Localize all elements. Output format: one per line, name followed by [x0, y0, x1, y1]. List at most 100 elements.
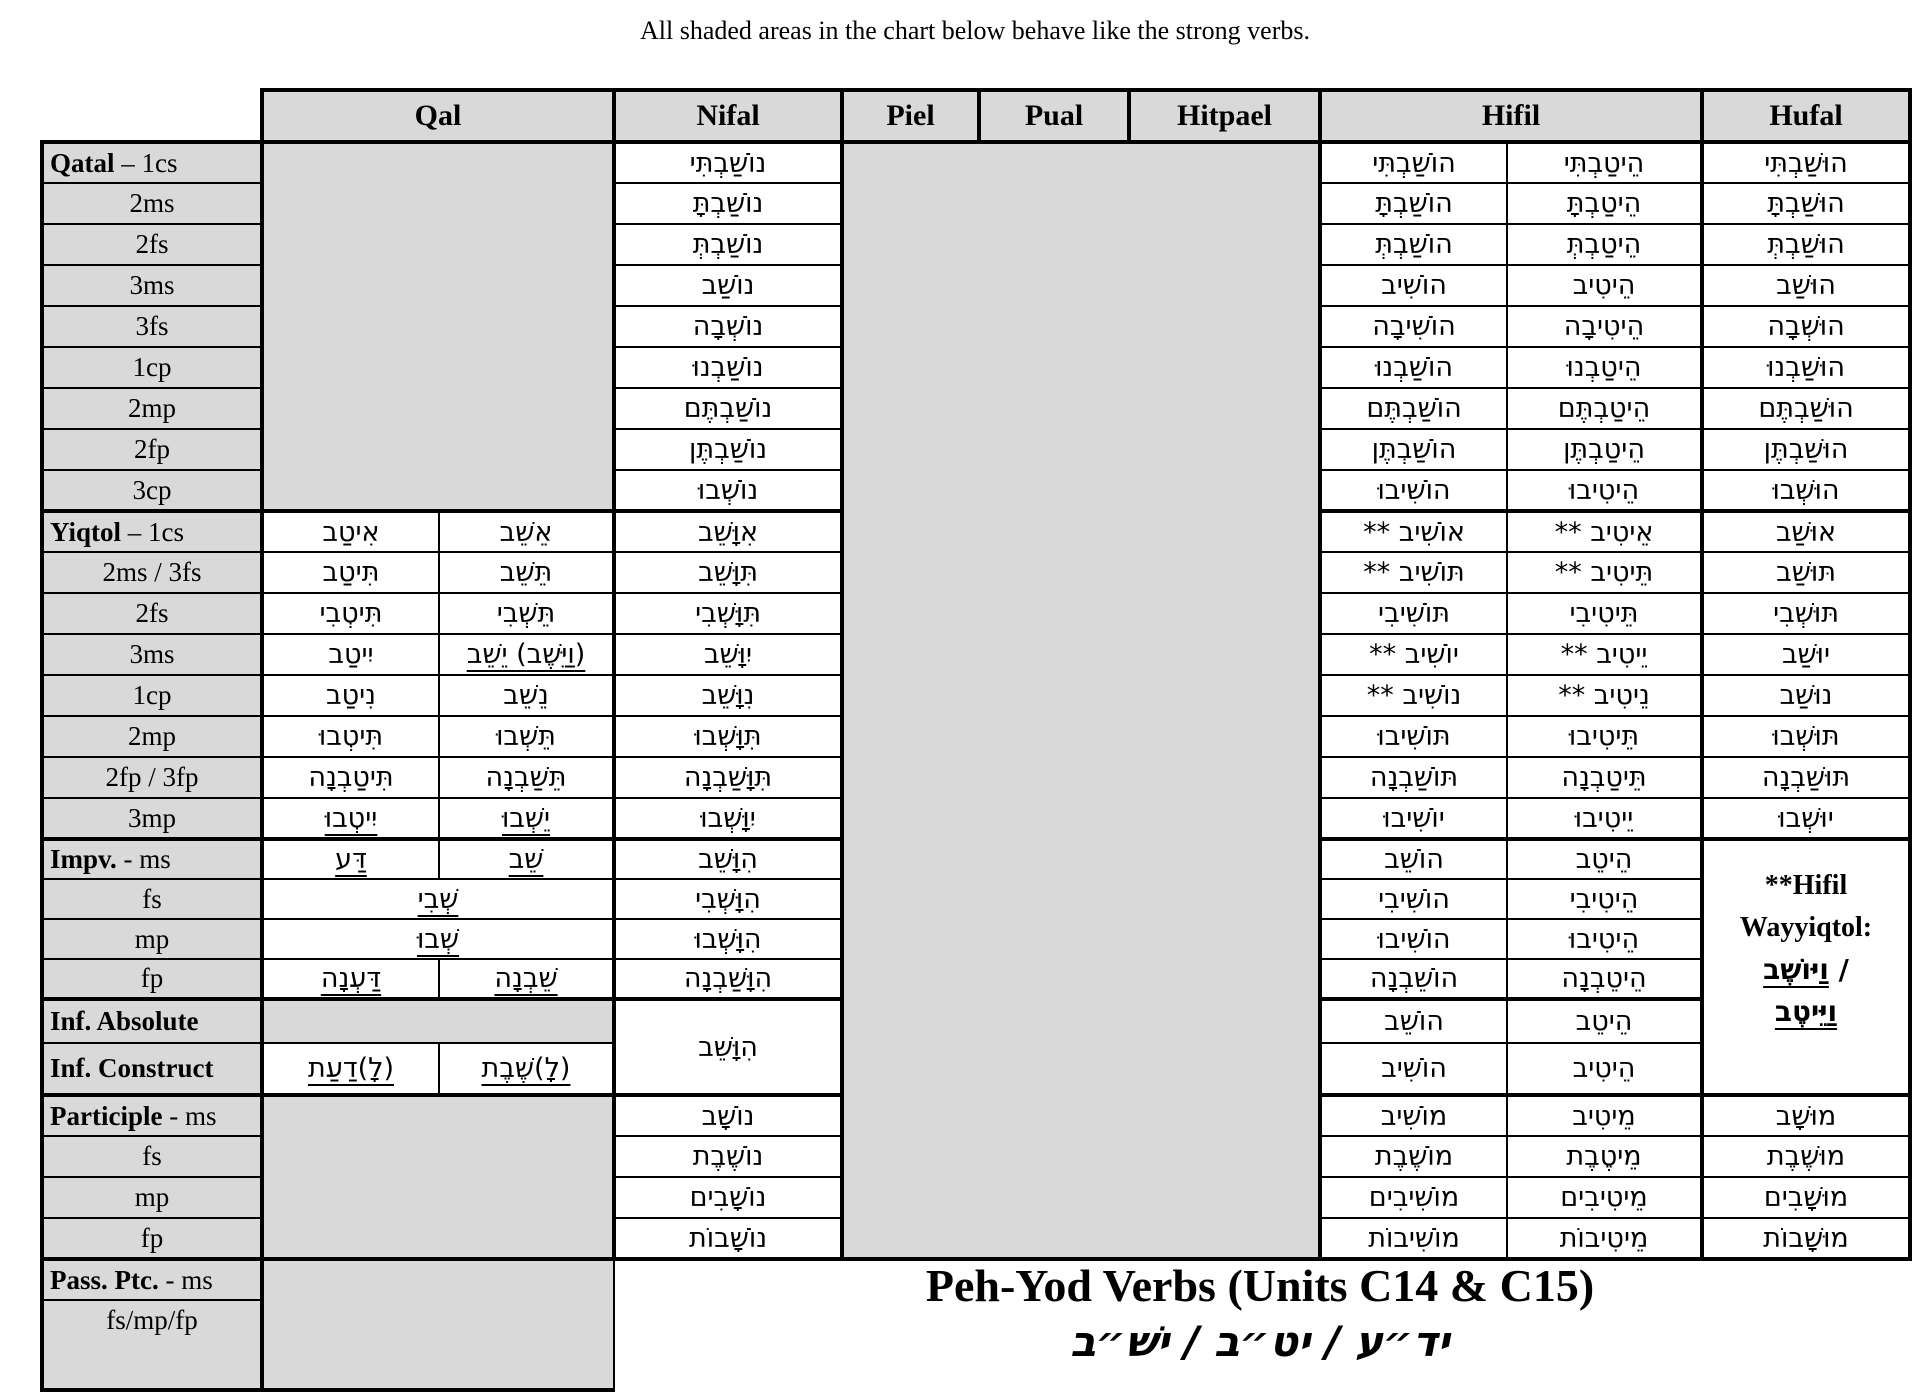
- cell-nifal-yiqtol-6: תִּוָּשַׁבְנָה: [612, 756, 844, 799]
- label-part: fp: [140, 1222, 164, 1253]
- root-separator: /: [1310, 1316, 1355, 1366]
- cell-hifil-b-qatal-8: הֵיטִיבוּ: [1506, 469, 1704, 512]
- cell-hifil-a-qatal-3: הוֹשִׁיב: [1318, 264, 1509, 307]
- lbl-impv-mp: mp: [40, 918, 263, 960]
- label-part: fp: [140, 963, 164, 993]
- cell-hufal-ptc-0: מוּשָׁב: [1700, 1093, 1913, 1137]
- label-part: - ms: [162, 1100, 217, 1131]
- cell-hifil-a-yiqtol-7: יוֹשִׁיבוּ: [1318, 797, 1509, 840]
- cell-nifal-qatal-0: נוֹשַׁבְתִּי: [612, 140, 844, 184]
- cell-hufal-yiqtol-7: יוּשְׁבוּ: [1700, 797, 1913, 840]
- piel-pual-hitpael-shaded: [840, 140, 1322, 1261]
- cell-hifil-b-qatal-1: הֵיטַבְתָּ: [1506, 182, 1704, 225]
- cell-hifil-b-yiqtol-7: יֵיטִיבוּ: [1506, 797, 1704, 840]
- label-part: 1cp: [132, 352, 172, 382]
- cell-hufal-yiqtol-1: תּוּשַׁב: [1700, 551, 1913, 594]
- cell-hifil-a-qatal-7: הוֹשַׁבְתֶּן: [1318, 428, 1509, 471]
- lbl-inf-construct: Inf. Construct: [40, 1042, 263, 1096]
- cell-hufal-qatal-4: הוּשְׁבָה: [1700, 305, 1913, 348]
- cell-hifil-a-inf-con: הוֹשִׁיב: [1318, 1042, 1509, 1096]
- lbl-qatal-3fs: 3fs: [40, 305, 263, 348]
- label-part: 2fp / 3fp: [105, 762, 199, 792]
- cell-nifal-qatal-5: נוֹשַׁבְנוּ: [612, 346, 844, 389]
- cell-nifal-ptc-0: נוֹשָׁב: [612, 1093, 844, 1137]
- cell-hufal-yiqtol-5: תּוּשְׁבוּ: [1700, 715, 1913, 758]
- label-part: – 1cs: [114, 147, 178, 178]
- label-part: fs: [142, 1141, 162, 1171]
- cell-hifil-a-yiqtol-5: תּוֹשִׁיבוּ: [1318, 715, 1509, 758]
- cell-hifil-a-qatal-8: הוֹשִׁיבוּ: [1318, 469, 1509, 512]
- cell-nifal-qatal-3: נוֹשַׁב: [612, 264, 844, 307]
- label-part: 2mp: [127, 721, 176, 751]
- note-line3: וַיּוֹשֶׁב /: [1706, 949, 1906, 991]
- label-part: 1cp: [132, 680, 172, 710]
- cell-nifal-ptc-1: נוֹשֶׁבֶת: [612, 1135, 844, 1178]
- cell-qal-b-yiqtol-4: נֵשֵׁב: [437, 674, 616, 717]
- cell-hifil-a-ptc-3: מוֹשִׁיבוֹת: [1318, 1217, 1509, 1261]
- label-part: 2mp: [127, 393, 176, 423]
- cell-hifil-a-qatal-0: הוֹשַׁבְתִּי: [1318, 140, 1509, 184]
- cell-nifal-impv-1: הִוָּשְׁבִי: [612, 878, 844, 920]
- label-part: mp: [134, 1182, 170, 1212]
- cell-nifal-qatal-4: נוֹשְׁבָה: [612, 305, 844, 348]
- cell-hifil-a-ptc-1: מוֹשֶׁבֶת: [1318, 1135, 1509, 1178]
- lbl-ptc-ms: Participle - ms: [40, 1093, 263, 1137]
- cell-qal-b-yiqtol-7: יֵשְׁבוּ: [437, 797, 616, 840]
- cell-hifil-a-impv-2: הוֹשִׁיבוּ: [1318, 918, 1509, 960]
- cell-hufal-qatal-1: הוּשַׁבְתָּ: [1700, 182, 1913, 225]
- cell-hifil-b-ptc-3: מֵיטִיבוֹת: [1506, 1217, 1704, 1261]
- cell-qal-a-yiqtol-3: יִיטַב: [260, 633, 440, 676]
- cell-nifal-yiqtol-4: נִוָּשֵׁב: [612, 674, 844, 717]
- cell-qal-b-yiqtol-2: תֵּשְׁבִי: [437, 592, 616, 635]
- cell-nifal-qatal-7: נוֹשַׁבְתֶּן: [612, 428, 844, 471]
- cell-hifil-b-yiqtol-2: תֵּיטִיבִי: [1506, 592, 1704, 635]
- cell-hifil-b-impv-1: הֵיטִיבִי: [1506, 878, 1704, 920]
- cell-hifil-b-qatal-3: הֵיטִיב: [1506, 264, 1704, 307]
- lbl-yiqtol-2mp: 2mp: [40, 715, 263, 758]
- cell-hifil-b-inf-con: הֵיטִיב: [1506, 1042, 1704, 1096]
- cell-qal-a-yiqtol-4: נִיטַב: [260, 674, 440, 717]
- label-part: Inf. Absolute: [50, 1006, 199, 1036]
- cell-nifal-qatal-1: נוֹשַׁבְתָּ: [612, 182, 844, 225]
- header-row: Qal Nifal Piel Pual Hitpael Hifil Hufal: [42, 88, 1913, 143]
- lbl-yiqtol-1cp: 1cp: [40, 674, 263, 717]
- cell-hufal-ptc-3: מוּשָׁבוֹת: [1700, 1217, 1913, 1261]
- cell-hufal-yiqtol-6: תּוּשַׁבְנָה: [1700, 756, 1913, 799]
- cell-hifil-a-yiqtol-1: ** תּוֹשִׁיב: [1318, 551, 1509, 594]
- note-separator: /: [1828, 953, 1849, 986]
- cell-hifil-b-ptc-0: מֵיטִיב: [1506, 1093, 1704, 1137]
- hdr-qal: Qal: [259, 88, 616, 143]
- lbl-yiqtol-2ms3fs: 2ms / 3fs: [40, 551, 263, 594]
- cell-hifil-a-ptc-0: מוֹשִׁיב: [1318, 1093, 1509, 1137]
- label-part: 2ms: [129, 188, 175, 218]
- form-main: יֵשֵׁב: [466, 639, 508, 670]
- cell-hifil-b-yiqtol-4: ** נֵיטִיב: [1506, 674, 1704, 717]
- hdr-hifil: Hifil: [1318, 88, 1704, 143]
- cell-hifil-b-yiqtol-3: ** יֵיטִיב: [1506, 633, 1704, 676]
- title-line2-roots: ישׁ״ב / יט״ב / יד״ע: [640, 1317, 1880, 1366]
- lbl-qatal-2fs: 2fs: [40, 223, 263, 266]
- cell-hifil-a-qatal-5: הוֹשַׁבְנוּ: [1318, 346, 1509, 389]
- lbl-qatal-3cp: 3cp: [40, 469, 263, 512]
- lbl-yiqtol-2fp3fp: 2fp / 3fp: [40, 756, 263, 799]
- cell-hufal-qatal-0: הוּשַׁבְתִּי: [1700, 140, 1913, 184]
- cell-qal-a-yiqtol-0: אִיטַב: [260, 509, 440, 553]
- lbl-yiqtol-2fs: 2fs: [40, 592, 263, 635]
- cell-hifil-b-qatal-7: הֵיטַבְתֶּן: [1506, 428, 1704, 471]
- cell-nifal-qatal-6: נוֹשַׁבְתֶּם: [612, 387, 844, 430]
- caption: All shaded areas in the chart below beha…: [640, 16, 1310, 45]
- label-part: 2fs: [135, 598, 169, 628]
- cell-hifil-b-qatal-2: הֵיטַבְתְּ: [1506, 223, 1704, 266]
- cell-qal-a-yiqtol-5: תִּיטְבוּ: [260, 715, 440, 758]
- cell-hifil-b-yiqtol-0: ** אֵיטִיב: [1506, 509, 1704, 553]
- lbl-qatal-2fp: 2fp: [40, 428, 263, 471]
- cell-qal-inf-con-b: (לָ)שֶׁבֶת: [437, 1042, 616, 1096]
- cell-qal-inf-con-a: (לָ)דַעַת: [260, 1042, 440, 1096]
- root-2: יט״ב: [1214, 1316, 1311, 1366]
- cell-hifil-a-yiqtol-6: תּוֹשַׁבְנָה: [1318, 756, 1509, 799]
- label-part: 3ms: [129, 270, 175, 300]
- lbl-impv-fp: fp: [40, 958, 263, 1000]
- cell-qal-a-yiqtol-2: תִּיטְבִי: [260, 592, 440, 635]
- note-line2: Wayyiqtol:: [1739, 912, 1873, 943]
